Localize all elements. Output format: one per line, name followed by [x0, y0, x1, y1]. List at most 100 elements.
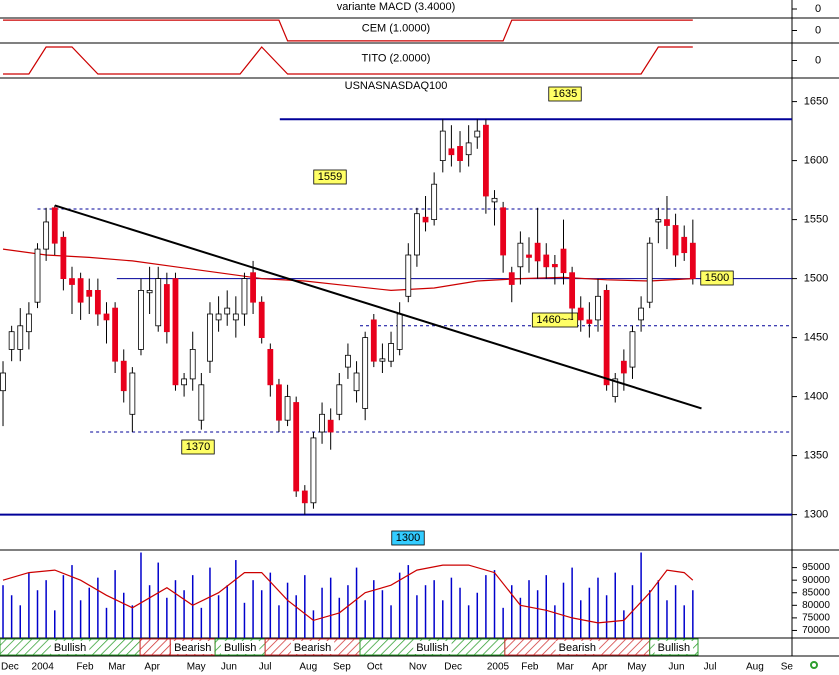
candle-body: [198, 384, 205, 421]
candle-body: [569, 272, 576, 309]
candle-body: [163, 284, 170, 333]
candle-body: [34, 248, 41, 303]
indicator-label: CEM (1.0000): [362, 22, 430, 34]
candle-body: [422, 216, 429, 223]
candle-body: [284, 396, 291, 421]
candle-body: [457, 146, 463, 162]
level-label-box: [313, 169, 347, 185]
x-tick-label: Oct: [367, 662, 383, 673]
candle-body: [551, 264, 558, 268]
indicator-line: [3, 19, 693, 42]
signal-band-label-bg: [654, 641, 694, 654]
y-tick-label: 0: [815, 54, 821, 66]
signal-band-label: Bullish: [416, 642, 448, 654]
candle-body: [577, 307, 584, 321]
signal-band-label-bg: [171, 641, 215, 654]
level-label-box: [548, 86, 582, 102]
candle-body: [620, 360, 627, 374]
candle-body: [232, 313, 239, 321]
candle-body: [345, 354, 351, 368]
x-tick-label: Sep: [333, 662, 351, 673]
x-tick-label: Nov: [409, 662, 427, 673]
moving-average: [2, 248, 693, 292]
signal-band-label: Bullish: [54, 642, 86, 654]
x-tick-label: May: [187, 662, 206, 673]
candle-body: [629, 331, 636, 368]
x-tick-label: Apr: [592, 662, 608, 673]
indicator-label: variante MACD (3.4000): [337, 1, 456, 13]
signal-band-label-bg: [50, 641, 90, 654]
signal-band-label: Bearish: [559, 642, 596, 654]
candle-body: [517, 242, 524, 268]
candle-body: [241, 278, 248, 315]
level-label-text: 1300: [396, 532, 420, 544]
candle-body: [336, 384, 343, 415]
candle-body: [655, 219, 662, 223]
level-label-box: [531, 312, 579, 328]
y-tick-label: 1350: [804, 450, 828, 462]
candle-body: [370, 319, 377, 362]
candle-body: [8, 331, 15, 350]
candle-body: [189, 348, 196, 380]
candle-body: [94, 289, 101, 315]
candle-body: [379, 358, 386, 362]
candle-body: [120, 360, 127, 392]
candle-body: [69, 278, 75, 285]
level-label: 1300: [391, 530, 425, 546]
candle-body: [362, 337, 369, 409]
candle-body: [103, 313, 110, 321]
x-tick-label: Jul: [259, 662, 272, 673]
signal-band-label: Bullish: [658, 642, 690, 654]
candle-body: [112, 307, 119, 362]
candle-body: [448, 148, 455, 156]
level-label: 1559: [313, 169, 347, 185]
candle-body: [86, 289, 93, 297]
candle-body: [250, 272, 256, 303]
candle-body: [155, 278, 162, 327]
y-tick-label: 0: [815, 3, 821, 15]
candle-body: [0, 372, 6, 392]
candle-body: [465, 142, 472, 156]
level-label-text: 1635: [553, 88, 577, 100]
x-tick-label: Aug: [746, 662, 764, 673]
candle-body: [327, 419, 334, 433]
candle-body: [310, 437, 317, 504]
candle-body: [595, 295, 601, 321]
candle-body: [293, 402, 300, 492]
y-tick-label: 75000: [802, 613, 830, 624]
candle-body: [586, 319, 593, 324]
candle-body: [129, 372, 136, 415]
level-label-text: 1460~~: [536, 314, 573, 326]
candle-body: [500, 207, 507, 256]
candle-body: [301, 490, 308, 504]
x-tick-label: Mar: [557, 662, 575, 673]
candle-body: [491, 197, 498, 203]
candle-body: [603, 289, 610, 386]
candle-body: [207, 313, 213, 362]
x-tick-label: Dec: [444, 662, 462, 673]
candle-body: [534, 242, 541, 262]
candle-body: [508, 272, 515, 285]
y-tick-label: 0: [815, 24, 821, 36]
candle-body: [681, 236, 688, 254]
level-label: 1635: [548, 86, 582, 102]
signal-band-label: Bearish: [174, 642, 211, 654]
indicator-line: [3, 46, 693, 75]
candle-body: [431, 183, 438, 220]
level-label-box: [181, 439, 215, 455]
y-tick-label: 90000: [802, 575, 830, 586]
chart-title: USNASNASDAQ100: [345, 80, 448, 92]
x-tick-label: 2004: [32, 662, 55, 673]
y-tick-label: 95000: [802, 562, 830, 573]
level-label: 1370: [181, 439, 215, 455]
candle-body: [276, 384, 282, 421]
candle-body: [414, 213, 420, 256]
candle-body: [215, 313, 222, 321]
y-tick-label: 1550: [804, 214, 828, 226]
candle-body: [51, 207, 58, 244]
y-tick-label: 80000: [802, 600, 830, 611]
x-tick-label: Dec: [1, 662, 19, 673]
x-tick-label: Jun: [221, 662, 237, 673]
signal-band-label: Bullish: [224, 642, 256, 654]
x-tick-label: May: [627, 662, 646, 673]
